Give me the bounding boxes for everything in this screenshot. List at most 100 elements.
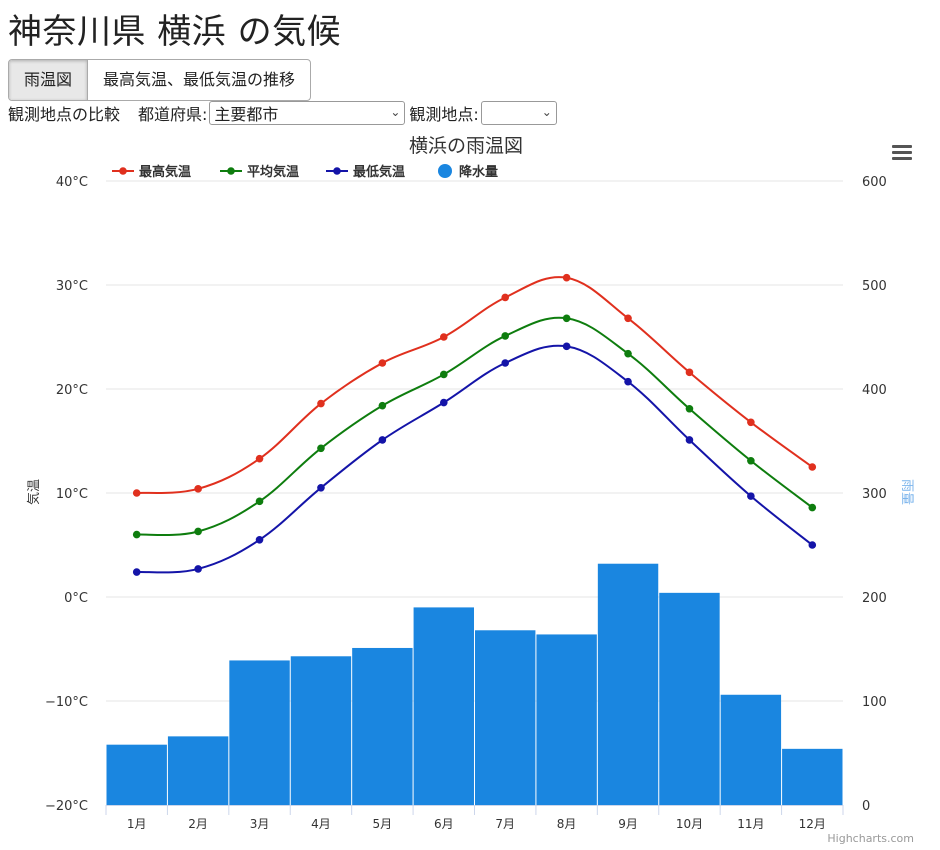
series-point[interactable] (194, 527, 202, 536)
precipitation-bar[interactable] (167, 736, 229, 805)
controls-row: 観測地点の比較 都道府県: 主要都市 ⌄ 観測地点: ⌄ (8, 100, 561, 126)
series-point[interactable] (501, 359, 510, 367)
y-right-tick-label: 400 (862, 383, 887, 398)
series-point[interactable] (194, 485, 202, 493)
precipitation-bar[interactable] (413, 607, 474, 805)
series-point[interactable] (685, 368, 694, 377)
precipitation-bar[interactable] (475, 630, 536, 805)
credits-link[interactable]: Highcharts.com (827, 832, 914, 845)
series-point[interactable] (378, 436, 387, 444)
series-point[interactable] (439, 398, 448, 407)
series-point[interactable] (808, 541, 817, 549)
series-point[interactable] (132, 489, 141, 497)
series-point[interactable] (624, 377, 632, 386)
legend-point-symbol (119, 167, 127, 175)
x-tick-label: 6月 (434, 817, 454, 831)
y-left-tick-label: −10°C (45, 695, 88, 710)
y-left-tick-label: 40°C (56, 175, 88, 190)
series-point[interactable] (808, 463, 817, 471)
legend-item[interactable]: 平均気温 (220, 164, 299, 180)
series-point[interactable] (747, 456, 755, 465)
series-point[interactable] (132, 568, 141, 576)
series-point[interactable] (562, 273, 571, 282)
precipitation-bar[interactable] (536, 634, 597, 805)
y-right-tick-label: 600 (862, 175, 887, 190)
series-point[interactable] (378, 359, 387, 367)
legend-item[interactable]: 最高気温 (112, 164, 191, 180)
series-point[interactable] (317, 484, 325, 492)
prefecture-label: 都道府県: (138, 105, 208, 124)
precipitation-bar[interactable] (352, 647, 413, 805)
series-point[interactable] (808, 503, 817, 512)
x-tick-label: 3月 (250, 817, 270, 831)
series-point[interactable] (255, 536, 264, 544)
y-axis-left-title: 気温 (26, 479, 42, 505)
y-right-tick-label: 500 (862, 279, 887, 294)
series-point[interactable] (132, 530, 141, 539)
legend-label: 降水量 (459, 164, 498, 180)
precipitation-bar[interactable] (106, 744, 167, 805)
series-point[interactable] (194, 565, 202, 573)
x-tick-label: 11月 (737, 817, 764, 831)
page-title: 神奈川県 横浜 の気候 (8, 12, 342, 52)
series-line (136, 344, 813, 574)
y-left-tick-label: 20°C (56, 383, 88, 398)
station-label: 観測地点: (409, 105, 479, 124)
chart-title: 横浜の雨温図 (409, 135, 523, 157)
series-point[interactable] (747, 418, 755, 427)
y-left-tick-label: 0°C (64, 591, 88, 606)
legend-label: 平均気温 (247, 164, 299, 180)
series-point[interactable] (747, 492, 755, 500)
series-point[interactable] (501, 293, 510, 302)
station-select[interactable]: ⌄ (480, 101, 557, 125)
x-tick-label: 1月 (127, 817, 147, 831)
precipitation-bar[interactable] (720, 694, 782, 805)
y-right-tick-label: 300 (862, 487, 887, 502)
y-left-tick-label: −20°C (45, 799, 88, 814)
x-tick-label: 2月 (188, 817, 208, 831)
series-point[interactable] (624, 349, 632, 358)
precipitation-columns (106, 563, 843, 805)
compare-label: 観測地点の比較 (8, 105, 121, 124)
menu-icon[interactable] (890, 143, 914, 163)
series-point[interactable] (624, 314, 632, 323)
precipitation-bar[interactable] (597, 563, 659, 805)
y-axis-right-title: 雨量 (899, 479, 914, 505)
x-tick-label: 4月 (311, 817, 331, 831)
series-point[interactable] (317, 399, 325, 408)
chevron-down-icon: ⌄ (541, 105, 552, 119)
prefecture-select[interactable]: 主要都市 ⌄ (209, 101, 406, 125)
legend-circle-symbol (438, 164, 452, 178)
series-point[interactable] (439, 370, 448, 379)
x-tick-label: 5月 (373, 817, 393, 831)
x-tick-label: 8月 (557, 817, 577, 831)
y-left-tick-label: 30°C (56, 279, 88, 294)
series-point[interactable] (439, 333, 448, 341)
series-point[interactable] (378, 401, 387, 410)
precipitation-bar[interactable] (229, 660, 290, 805)
x-tick-label: 12月 (799, 817, 826, 831)
series-point[interactable] (562, 342, 571, 351)
tab-bar: 雨温図 最高気温、最低気温の推移 (8, 59, 312, 101)
y-right-tick-label: 0 (862, 799, 870, 814)
rain-temp-chart: 1月 2月 3月 4月 5月 6月 7月 8月 9月 10月 11月 12月 −20°C −10°C 0°… (26, 135, 914, 845)
y-left-tick-label: 10°C (56, 487, 88, 502)
series-point[interactable] (317, 444, 325, 453)
series-point[interactable] (685, 404, 694, 413)
series-point[interactable] (255, 454, 264, 463)
legend-item[interactable]: 最低気温 (326, 164, 405, 180)
tab-rain-temp-chart[interactable]: 雨温図 (9, 60, 89, 100)
series-point[interactable] (501, 332, 510, 340)
series-point[interactable] (255, 497, 264, 506)
tab-temperature-trend[interactable]: 最高気温、最低気温の推移 (103, 70, 296, 89)
precipitation-bar[interactable] (290, 656, 352, 805)
y-right-tick-label: 200 (862, 591, 887, 606)
prefecture-select-value: 主要都市 (214, 105, 279, 124)
x-tick-label: 7月 (495, 817, 515, 831)
series-point[interactable] (562, 314, 571, 323)
y-right-tick-label: 100 (862, 695, 887, 710)
legend-item[interactable]: 降水量 (438, 164, 498, 180)
series-point[interactable] (685, 436, 694, 444)
precipitation-bar[interactable] (659, 592, 720, 805)
precipitation-bar[interactable] (782, 748, 843, 805)
